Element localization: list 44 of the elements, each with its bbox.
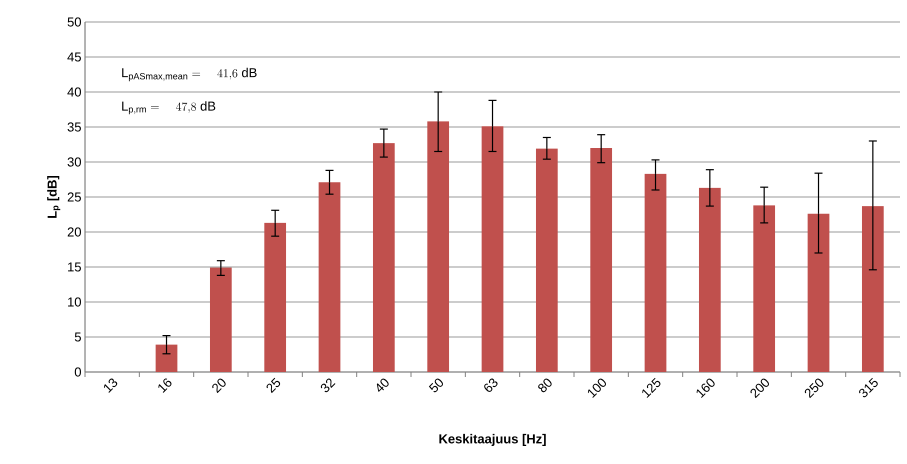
x-tick-label: 50 (428, 378, 443, 392)
y-tick-label: 35 (68, 122, 81, 132)
bar (372, 143, 395, 372)
y-tick-label: 5 (74, 332, 81, 342)
bar (482, 126, 504, 372)
annotation: $\mathrm{L_{p,rm}} = \quad 47{,}8\ \mathrm{dB}$ (122, 101, 216, 114)
x-tick-label: 16 (158, 378, 172, 393)
x-tick-label: 80 (538, 378, 552, 392)
y-tick-label: 0 (74, 367, 81, 377)
x-tick-label: 160 (696, 378, 715, 398)
annotation: $\mathrm{L_{pASmax,mean}} = \quad 41{,}6\ \mathrm{dB}$ (122, 68, 257, 82)
x-tick-label: 100 (588, 378, 606, 398)
x-tick-label: 20 (212, 378, 226, 394)
bar (644, 174, 666, 372)
y-tick-label: 15 (68, 262, 81, 272)
x-tick-label: 25 (266, 378, 280, 394)
y-axis-title: L$_{p}$ [dB] (47, 176, 60, 218)
bar (156, 344, 178, 372)
y-tick-label: 40 (67, 87, 81, 97)
y-tick-label: 25 (68, 192, 81, 202)
bar (808, 214, 830, 372)
x-tick-label: 200 (750, 378, 769, 398)
bar (590, 148, 612, 372)
bar (698, 188, 721, 372)
bar (264, 222, 286, 372)
x-axis-title: Keskitaajuus [Hz] (439, 434, 546, 446)
bar (318, 182, 340, 372)
x-tick-label: 250 (804, 378, 824, 398)
x-tick-label: 63 (484, 378, 498, 392)
bar (210, 268, 232, 372)
bar (427, 121, 450, 372)
y-tick-label: 45 (67, 52, 81, 62)
x-tick-label: 125 (642, 378, 660, 398)
x-tick-label: 32 (320, 378, 336, 392)
bar (753, 205, 776, 372)
y-tick-label: 20 (68, 227, 81, 237)
x-tick-label: 315 (859, 378, 878, 398)
x-tick-label: 40 (376, 378, 389, 392)
y-tick-label: 10 (68, 297, 81, 307)
x-tick-label: 13 (104, 378, 118, 393)
bar (862, 206, 884, 372)
bar (536, 148, 558, 372)
y-tick-label: 30 (68, 157, 81, 167)
y-tick-label: 50 (68, 17, 81, 27)
